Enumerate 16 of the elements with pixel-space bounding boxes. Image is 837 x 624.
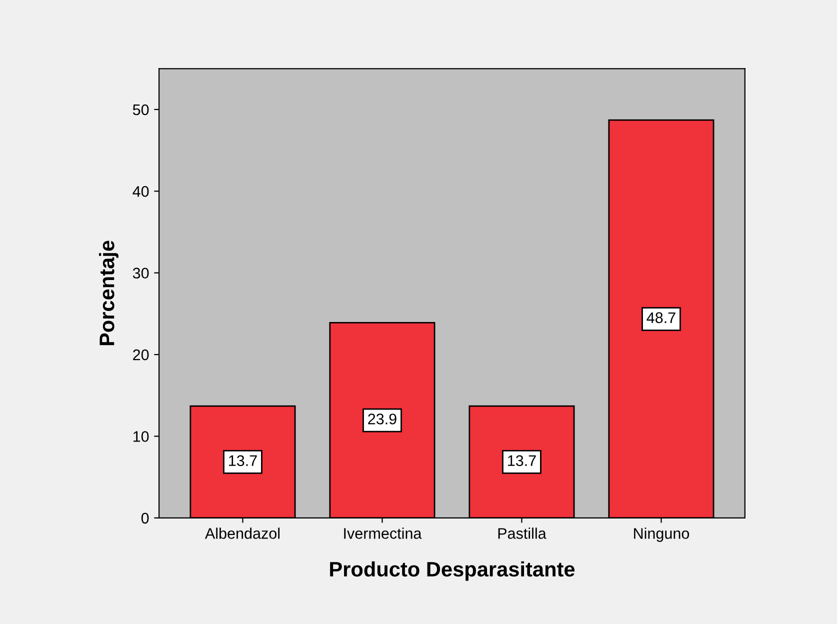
x-tick-label: Pastilla: [498, 528, 546, 539]
y-tick-label: 40: [132, 186, 149, 197]
data-label: 13.7: [508, 455, 536, 466]
y-tick-label: 20: [133, 349, 149, 360]
y-axis-title: Porcentaje: [99, 240, 118, 346]
y-tick-label: 50: [132, 104, 149, 116]
data-label: 13.7: [229, 455, 257, 466]
y-tick-label: 30: [132, 268, 149, 279]
x-tick-label: Ivermectina: [344, 528, 422, 539]
x-tick-label: Ninguno: [634, 528, 690, 542]
data-label: 48.7: [646, 312, 676, 324]
x-tick-label: Albendazol: [204, 528, 280, 539]
y-tick-label: 10: [133, 431, 149, 442]
x-axis-title: Producto Desparasitante: [330, 561, 575, 581]
data-label: 23.9: [368, 414, 396, 424]
y-tick-label: 0: [141, 512, 149, 524]
